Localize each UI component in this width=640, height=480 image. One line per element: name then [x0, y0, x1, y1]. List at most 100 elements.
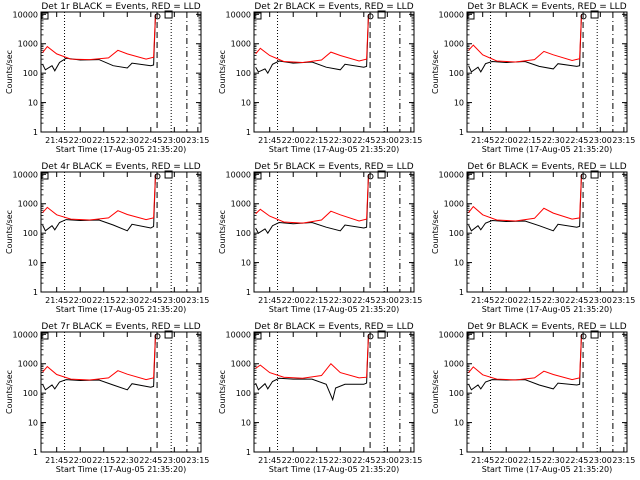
x-axis-label: Start Time (17-Aug-05 21:35:20): [269, 465, 400, 474]
x-tick-label: 22:15: [518, 296, 541, 305]
y-tick-label: 100: [449, 229, 464, 238]
detector-panel-7r: Det 7r BLACK = Events, RED = LLD 1 10 100 10…: [5, 322, 209, 474]
x-tick-label: 22:15: [305, 456, 328, 465]
panel-title: Det 4r BLACK = Events, RED = LLD: [41, 162, 200, 172]
y-tick-label: 1000: [231, 40, 251, 49]
x-tick-label: 22:45: [565, 136, 588, 145]
y-axis-label: Counts/sec: [5, 50, 14, 94]
detector-panel-1r: Det 1r BLACK = Events, RED = LLD 1 10 100 10…: [5, 2, 209, 154]
x-tick-label: 23:15: [612, 296, 635, 305]
y-tick-label: 1: [459, 288, 464, 297]
y-tick-label: 1000: [444, 200, 464, 209]
plot-frame: [466, 11, 628, 133]
events-series-line: [42, 334, 156, 391]
x-tick-label: 22:15: [92, 136, 115, 145]
panel-title: Det 3r BLACK = Events, RED = LLD: [467, 2, 626, 12]
y-tick-label: 10: [241, 259, 251, 268]
y-tick-label: 10: [454, 259, 464, 268]
plot-frame: [40, 331, 202, 453]
y-tick-label: 1000: [18, 360, 38, 369]
x-tick-label: 21:45: [45, 136, 68, 145]
x-tick-label: 21:45: [258, 296, 281, 305]
corner-box-marker: [41, 12, 49, 20]
x-tick-label: 23:00: [376, 136, 399, 145]
x-tick-label: 22:30: [542, 296, 565, 305]
y-tick-label: 100: [236, 389, 251, 398]
y-axis-label: Counts/sec: [431, 210, 440, 254]
corner-box-marker: [254, 12, 262, 20]
x-tick-label: 21:45: [258, 456, 281, 465]
y-axis-label: Counts/sec: [5, 370, 14, 414]
corner-box-marker: [41, 332, 49, 340]
lld-series-line: [42, 14, 156, 61]
y-tick-label: 1: [459, 128, 464, 137]
lld-series-line: [468, 334, 582, 381]
x-tick-label: 21:45: [45, 456, 68, 465]
plot-frame: [253, 11, 415, 133]
peak-circle-marker: [580, 173, 587, 180]
events-series-line: [468, 174, 582, 232]
peak-circle-marker: [367, 333, 374, 340]
x-tick-label: 23:00: [589, 136, 612, 145]
x-axis-label: Start Time (17-Aug-05 21:35:20): [56, 465, 187, 474]
x-tick-label: 22:15: [92, 456, 115, 465]
peak-circle-marker: [154, 173, 161, 180]
y-tick-label: 10000: [13, 10, 38, 19]
top-box-marker: [377, 330, 386, 339]
x-tick-label: 22:00: [69, 136, 92, 145]
x-axis-label: Start Time (17-Aug-05 21:35:20): [482, 145, 613, 154]
corner-box-marker: [467, 12, 475, 20]
detector-panel-3r: Det 3r BLACK = Events, RED = LLD 1 10 100 10…: [431, 2, 635, 154]
x-tick-label: 22:00: [282, 136, 305, 145]
x-tick-label: 23:15: [399, 136, 422, 145]
x-tick-label: 21:45: [471, 456, 494, 465]
detector-panel-4r: Det 4r BLACK = Events, RED = LLD 1 10 100 10…: [5, 162, 209, 314]
detector-panel-9r: Det 9r BLACK = Events, RED = LLD 1 10 100 10…: [431, 322, 635, 474]
corner-box-marker: [467, 332, 475, 340]
y-tick-label: 100: [236, 229, 251, 238]
x-tick-label: 23:00: [163, 456, 186, 465]
y-tick-label: 1: [33, 288, 38, 297]
y-tick-label: 1000: [231, 360, 251, 369]
detector-panel-8r: Det 8r BLACK = Events, RED = LLD 1 10 100 10…: [218, 322, 422, 474]
plot-frame: [466, 171, 628, 293]
y-tick-label: 1000: [444, 360, 464, 369]
top-box-marker: [164, 330, 173, 339]
events-series-line: [42, 174, 156, 232]
x-axis-label: Start Time (17-Aug-05 21:35:20): [482, 305, 613, 314]
y-tick-label: 1: [33, 448, 38, 457]
panel-title: Det 7r BLACK = Events, RED = LLD: [41, 322, 200, 332]
plot-frame: [40, 11, 202, 133]
x-tick-label: 22:45: [139, 136, 162, 145]
x-tick-label: 22:45: [352, 296, 375, 305]
x-tick-label: 21:45: [471, 136, 494, 145]
x-tick-label: 23:00: [163, 136, 186, 145]
x-tick-label: 23:15: [186, 296, 209, 305]
x-axis-label: Start Time (17-Aug-05 21:35:20): [56, 305, 187, 314]
detector-panel-2r: Det 2r BLACK = Events, RED = LLD 1 10 100 10…: [218, 2, 422, 154]
y-axis-label: Counts/sec: [431, 370, 440, 414]
x-tick-label: 22:45: [139, 456, 162, 465]
y-tick-label: 10000: [13, 170, 38, 179]
y-tick-label: 10000: [226, 330, 251, 339]
lld-series-line: [468, 14, 582, 63]
plot-frame: [253, 171, 415, 293]
events-series-line: [255, 14, 369, 75]
panel-title: Det 5r BLACK = Events, RED = LLD: [254, 162, 413, 172]
x-tick-label: 22:00: [495, 456, 518, 465]
x-axis-label: Start Time (17-Aug-05 21:35:20): [482, 465, 613, 474]
x-tick-label: 23:15: [612, 136, 635, 145]
y-tick-label: 10: [28, 259, 38, 268]
y-tick-label: 10: [454, 99, 464, 108]
y-tick-label: 1: [33, 128, 38, 137]
x-tick-label: 22:30: [116, 136, 139, 145]
x-tick-label: 23:00: [376, 456, 399, 465]
panel-title: Det 9r BLACK = Events, RED = LLD: [467, 322, 626, 332]
x-tick-label: 22:30: [116, 296, 139, 305]
y-tick-label: 10: [241, 99, 251, 108]
x-tick-label: 22:00: [69, 456, 92, 465]
peak-circle-marker: [580, 13, 587, 20]
x-tick-label: 22:45: [139, 296, 162, 305]
corner-box-marker: [254, 332, 262, 340]
